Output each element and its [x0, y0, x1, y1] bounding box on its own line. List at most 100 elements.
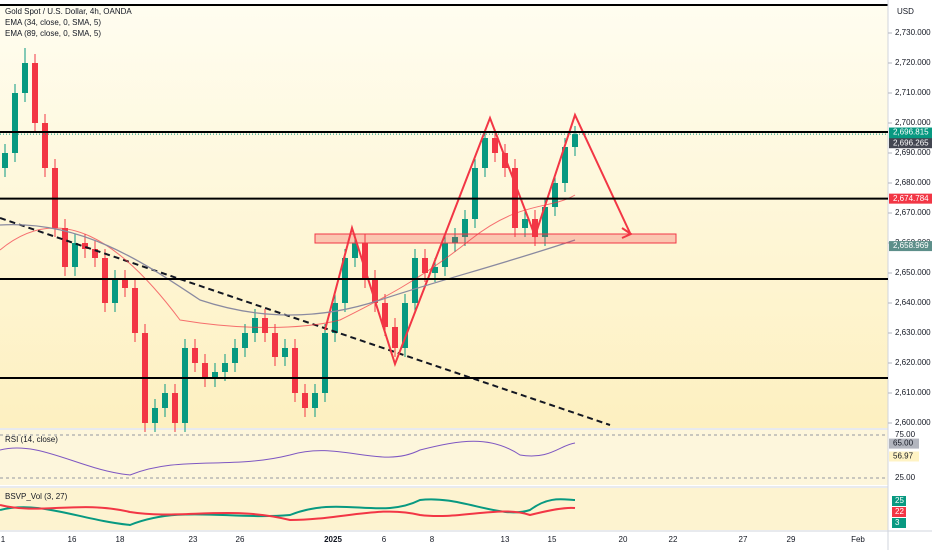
candle-body	[22, 63, 28, 93]
bsvp-label: 22	[895, 507, 904, 516]
rsi-label: 56.97	[893, 452, 914, 461]
candle-body	[402, 303, 408, 348]
candle-body	[382, 303, 388, 327]
rsi-label: 65.00	[893, 439, 914, 448]
y-tick-label: 2,640.000	[895, 298, 931, 307]
bsvp-label-bg	[892, 496, 906, 506]
candle-body	[522, 219, 528, 228]
x-tick-label: 23	[189, 535, 198, 544]
candle-body	[82, 243, 88, 249]
rsi-tick-label: 25.00	[895, 473, 916, 482]
candle-body	[222, 363, 228, 372]
candle-body	[272, 333, 278, 357]
bsvp-label-bg	[892, 518, 906, 528]
candle-body	[572, 134, 578, 147]
rsi-pane	[0, 430, 888, 485]
candle-body	[132, 288, 138, 333]
price-label: 2,696.815	[893, 128, 929, 137]
candle-body	[192, 348, 198, 363]
candle-body	[2, 153, 8, 168]
x-tick-label: 2025	[324, 535, 342, 544]
price-label: 2,674.784	[893, 194, 929, 203]
x-tick-label: 22	[669, 535, 678, 544]
indicator-label: EMA (34, close, 0, SMA, 5)	[5, 18, 101, 27]
price-label: 2,696.265	[893, 138, 929, 147]
y-tick-label: 2,610.000	[895, 388, 931, 397]
candle-body	[212, 372, 218, 378]
candle-body	[392, 327, 398, 348]
candle-body	[342, 258, 348, 303]
candle-body	[412, 258, 418, 303]
candle-body	[552, 183, 558, 207]
bsvp-label: 25	[895, 496, 904, 505]
rsi-label-bg	[889, 438, 919, 449]
trend-line	[0, 217, 611, 426]
candle-body	[332, 303, 338, 333]
price-label-bg	[889, 193, 932, 204]
y-tick-label: 2,600.000	[895, 418, 931, 427]
candle-body	[312, 393, 318, 408]
bsvp-pane	[0, 488, 888, 530]
candle-body	[92, 249, 98, 258]
candle-body	[352, 243, 358, 258]
indicator-label: EMA (89, close, 0, SMA, 5)	[5, 29, 101, 38]
candle-body	[422, 258, 428, 273]
candle-body	[102, 258, 108, 303]
candle-body	[492, 138, 498, 153]
y-tick-label: 2,650.000	[895, 268, 931, 277]
currency-label: USD	[897, 7, 914, 16]
candle-body	[532, 219, 538, 237]
candle-body	[362, 243, 368, 279]
bsvp-title: BSVP_Vol (3, 27)	[5, 492, 68, 501]
y-tick-label: 2,720.000	[895, 58, 931, 67]
candle-body	[562, 147, 568, 183]
y-tick-label: 2,620.000	[895, 358, 931, 367]
bsvp-bear	[0, 504, 576, 522]
candle-body	[172, 393, 178, 423]
rsi-label-bg	[889, 451, 919, 462]
candle-body	[232, 348, 238, 363]
candle-body	[322, 333, 328, 393]
candle-body	[372, 279, 378, 303]
rsi-line	[0, 440, 576, 476]
candle-body	[62, 228, 68, 267]
candle-body	[482, 138, 488, 168]
y-tick-label: 2,690.000	[895, 148, 931, 157]
bsvp-bull	[0, 498, 576, 527]
candle-body	[152, 408, 158, 423]
candle-body	[122, 279, 128, 288]
bsvp-label-bg	[892, 507, 906, 517]
x-tick-label: 8	[430, 535, 435, 544]
candle-body	[42, 123, 48, 168]
support-zone	[314, 233, 677, 244]
ema-89	[0, 223, 576, 316]
candle-body	[72, 243, 78, 267]
y-tick-label: 2,730.000	[895, 28, 931, 37]
bsvp-label: 3	[895, 518, 900, 527]
candle-body	[282, 348, 288, 357]
plot-background	[0, 5, 888, 428]
candle-body	[182, 348, 188, 423]
candle-body	[12, 93, 18, 153]
x-tick-label: 26	[236, 535, 245, 544]
x-tick-label: 6	[382, 535, 387, 544]
candle-body	[292, 348, 298, 393]
candle-body	[452, 237, 458, 243]
candle-body	[202, 363, 208, 378]
price-label-bg	[889, 138, 932, 149]
x-tick-label: Feb	[851, 535, 865, 544]
candle-body	[32, 63, 38, 123]
y-tick-label: 2,670.000	[895, 208, 931, 217]
x-tick-label: 16	[68, 535, 77, 544]
x-tick-label: 13	[501, 535, 510, 544]
candle-body	[472, 168, 478, 219]
rsi-tick-label: 75.00	[895, 430, 916, 439]
candle-body	[442, 243, 448, 267]
candle-body	[462, 219, 468, 237]
pattern-zigzag	[324, 112, 631, 368]
rsi-title: RSI (14, close)	[5, 435, 58, 444]
y-tick-label: 2,710.000	[895, 88, 931, 97]
candle-body	[542, 207, 548, 237]
candle-body	[252, 318, 258, 333]
